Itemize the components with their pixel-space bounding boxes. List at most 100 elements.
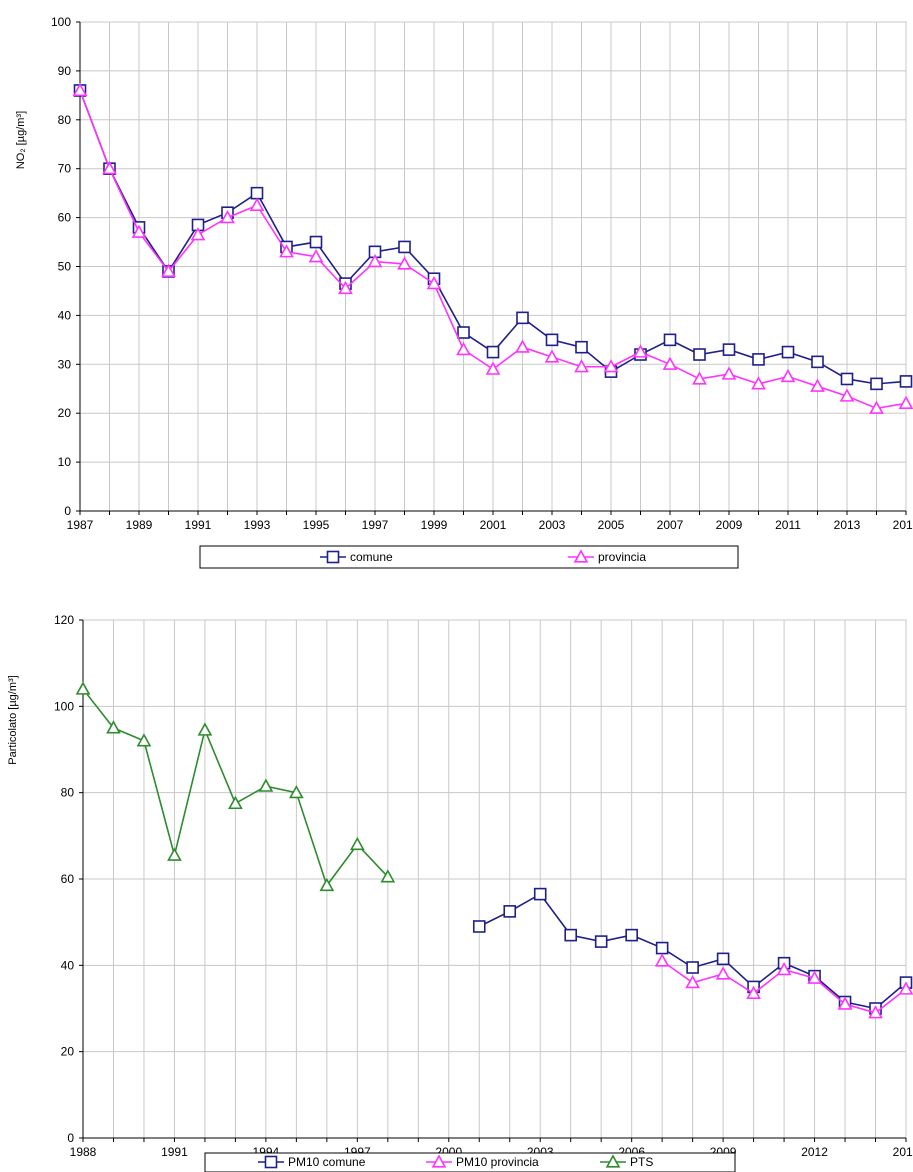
legend-item: provincia [568, 549, 646, 564]
data-point [190, 227, 206, 241]
data-point [485, 361, 501, 375]
x-tick-label: 2007 [657, 518, 684, 532]
data-point [564, 928, 578, 942]
x-tick-label: 2015 [893, 1145, 913, 1159]
x-tick-label: 2001 [480, 518, 507, 532]
data-point [228, 795, 243, 810]
data-point [136, 733, 152, 747]
data-point [781, 345, 795, 359]
legend-label: PTS [630, 1155, 653, 1169]
y-axis-ticks: 0 10 20 30 40 50 60 70 80 90 100 [51, 15, 81, 518]
x-tick-label: 2012 [801, 1145, 828, 1159]
y-tick-label: 90 [58, 64, 72, 78]
x-tick-label: 1988 [70, 1145, 97, 1159]
data-point [250, 186, 264, 200]
y-tick-label: 60 [58, 211, 72, 225]
data-point [840, 372, 854, 386]
x-tick-label: 1987 [67, 518, 94, 532]
data-point [197, 722, 213, 736]
data-point [654, 953, 670, 967]
data-point [837, 996, 853, 1010]
legend-label: comune [350, 550, 393, 564]
data-point [503, 905, 517, 918]
data-point [692, 371, 707, 385]
legend-marker [264, 1155, 278, 1169]
x-tick-label: 2009 [716, 518, 743, 532]
y-tick-label: 0 [67, 1131, 74, 1145]
data-point [869, 400, 884, 414]
legend-item: PTS [600, 1154, 653, 1169]
data-point [575, 340, 588, 354]
data-point [319, 877, 335, 892]
y-axis-ticks: 0 20 40 60 80 100 120 [54, 613, 84, 1145]
data-point [722, 343, 736, 356]
legend-label: provincia [598, 550, 646, 564]
data-point [380, 869, 396, 883]
series-pts [75, 681, 396, 892]
data-point [594, 935, 608, 948]
data-point [516, 311, 529, 325]
data-point [746, 985, 761, 999]
y-tick-label: 60 [61, 872, 75, 886]
data-point [810, 378, 825, 392]
x-tick-label: 1991 [185, 518, 212, 532]
y-axis-label: Particolato [µg/m³] [7, 675, 19, 764]
data-point [249, 197, 265, 211]
data-point [545, 333, 559, 347]
y-tick-label: 100 [54, 699, 74, 713]
y-tick-label: 80 [61, 786, 75, 800]
data-point [472, 920, 486, 933]
y-tick-label: 70 [58, 162, 72, 176]
y-tick-label: 100 [51, 15, 71, 29]
legend-label: PM10 comune [288, 1155, 366, 1169]
data-point [220, 209, 235, 224]
data-point [780, 368, 796, 383]
legend-label: PM10 provincia [456, 1155, 539, 1169]
y-tick-label: 50 [58, 260, 72, 274]
series-pm10-provincia [654, 953, 913, 1019]
data-point [309, 235, 323, 249]
data-point [811, 355, 824, 369]
data-point [457, 326, 470, 339]
data-point [633, 344, 648, 358]
y-tick-label: 20 [61, 1045, 75, 1059]
data-point [899, 375, 913, 388]
data-point [898, 981, 913, 995]
x-tick-label: 1999 [421, 518, 448, 532]
data-point [715, 966, 731, 980]
data-point [102, 161, 117, 175]
data-point [131, 224, 147, 238]
data-point [839, 388, 855, 402]
y-tick-label: 10 [58, 455, 72, 469]
data-point [752, 353, 765, 366]
y-tick-label: 80 [58, 113, 72, 127]
data-point [426, 275, 442, 290]
data-point [367, 253, 383, 268]
x-tick-label: 1995 [303, 518, 330, 532]
data-point [486, 345, 500, 359]
data-point [72, 82, 88, 97]
x-tick-label: 1993 [244, 518, 271, 532]
data-point [807, 970, 822, 984]
series-provincia [72, 82, 913, 414]
data-point [338, 280, 353, 295]
data-point [868, 1005, 883, 1019]
data-point [398, 240, 411, 254]
data-point [721, 366, 737, 380]
data-point [603, 359, 619, 373]
legend-box [204, 1152, 736, 1172]
legend: PM10 comune PM10 provincia PTS [204, 1152, 736, 1172]
data-point [686, 961, 699, 974]
data-point [75, 681, 91, 695]
data-point [397, 256, 412, 270]
data-point [279, 244, 294, 258]
data-point [544, 349, 560, 363]
data-point [515, 339, 530, 353]
data-point [574, 359, 589, 373]
x-tick-label: 1997 [362, 518, 389, 532]
legend-marker [431, 1154, 447, 1168]
data-point [662, 356, 678, 370]
x-tick-label: 1989 [126, 518, 153, 532]
x-tick-label: 2005 [598, 518, 625, 532]
